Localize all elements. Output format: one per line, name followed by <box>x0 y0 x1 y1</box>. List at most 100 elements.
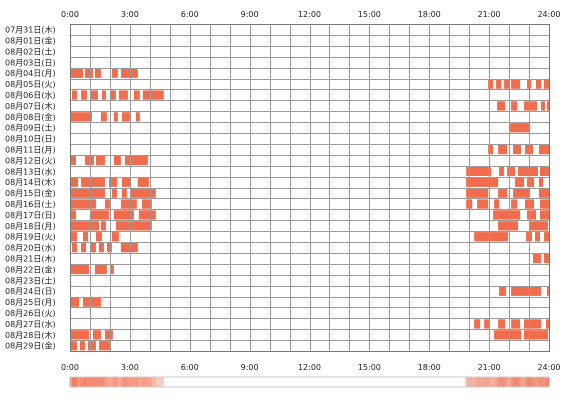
activity-span <box>515 177 525 187</box>
activity-span <box>124 155 148 166</box>
activity-span <box>113 112 118 122</box>
summary-bar-slice <box>79 377 83 387</box>
chart-grid <box>70 24 550 352</box>
summary-bar-slice <box>483 377 486 387</box>
row-label: 08月07日(木) <box>5 101 56 111</box>
row-label: 08月18日(月) <box>5 222 56 231</box>
summary-bar-slice <box>103 377 107 387</box>
summary-bar-slice <box>153 377 157 387</box>
summary-bar-slice <box>141 377 145 387</box>
activity-span <box>539 188 549 198</box>
summary-bar-slice <box>505 377 508 387</box>
activity-span <box>546 319 549 329</box>
activity-span <box>70 341 77 351</box>
summary-bar-slice <box>105 377 109 387</box>
summary-bar-slice <box>525 377 528 387</box>
activity-span <box>106 243 112 253</box>
activity-span <box>518 166 539 176</box>
x-tick-label-bottom: 18:00 <box>418 363 441 372</box>
x-tick-label: 24:00 <box>537 10 560 19</box>
row-label: 08月11日(月) <box>5 146 56 155</box>
activity-span <box>511 101 518 111</box>
activity-span <box>539 177 544 187</box>
x-tick-label-bottom: 3:00 <box>121 363 139 372</box>
row-label: 08月08日(金) <box>5 112 56 122</box>
summary-bar-slice <box>465 377 468 387</box>
activity-span <box>142 90 164 100</box>
row-label: 08月09日(土) <box>5 123 56 133</box>
summary-bar-slice <box>479 377 482 387</box>
activity-span <box>80 243 86 253</box>
x-tick-label: 18:00 <box>418 10 441 19</box>
activity-span <box>535 232 541 242</box>
activity-span <box>90 90 98 100</box>
x-tick-label-bottom: 0:00 <box>61 363 79 372</box>
row-label: 08月04日(月) <box>5 69 56 78</box>
activity-span <box>95 155 105 166</box>
summary-bar-slice <box>509 377 512 387</box>
summary-bar-slice <box>537 377 540 387</box>
x-tick-label: 3:00 <box>121 10 139 19</box>
summary-bar-slice <box>125 377 129 387</box>
summary-bar-slice <box>109 377 113 387</box>
activity-span <box>121 177 131 187</box>
activity-span <box>494 330 522 340</box>
activity-span <box>138 210 156 220</box>
activity-span <box>529 221 549 231</box>
x-tick-label-bottom: 15:00 <box>358 363 381 372</box>
activity-span <box>533 253 542 264</box>
activity-span <box>511 199 518 209</box>
activity-span <box>111 188 117 198</box>
activity-span <box>95 232 102 242</box>
row-label: 08月06日(水) <box>5 90 56 100</box>
row-label: 08月01日(金) <box>5 36 56 46</box>
activity-span <box>513 144 522 155</box>
activity-span <box>70 112 92 122</box>
activity-span <box>90 243 96 253</box>
summary-bar-slice <box>113 377 117 387</box>
activity-span <box>141 199 152 209</box>
row-label: 08月27日(水) <box>5 319 56 329</box>
summary-bar-slice <box>93 377 97 387</box>
summary-bar-slice <box>119 377 123 387</box>
summary-bar-slice <box>515 377 518 387</box>
activity-span <box>477 199 489 209</box>
summary-bar-slice <box>147 377 151 387</box>
x-tick-label: 15:00 <box>358 10 381 19</box>
activity-span <box>80 177 105 187</box>
activity-span <box>101 90 106 100</box>
activity-span <box>504 79 510 89</box>
summary-bar-slice <box>133 377 137 387</box>
activity-span <box>540 166 549 176</box>
activity-span <box>120 243 138 253</box>
activity-span <box>87 341 96 351</box>
summary-bar-slice <box>145 377 149 387</box>
row-label: 08月22日(金) <box>5 264 56 274</box>
activity-span <box>507 166 516 176</box>
summary-bar-slice <box>481 377 484 387</box>
activity-span <box>84 68 93 78</box>
row-label: 08月05日(火) <box>5 80 56 89</box>
summary-bar-slice <box>499 377 502 387</box>
summary-bar-slice <box>91 377 95 387</box>
activity-span <box>466 188 489 198</box>
summary-bar-slice <box>111 377 115 387</box>
activity-span <box>536 79 542 89</box>
summary-bar-slice <box>511 377 514 387</box>
activity-span <box>484 319 490 329</box>
activity-span <box>540 199 549 209</box>
row-label: 08月29日(金) <box>5 341 56 351</box>
summary-bar-slice <box>97 377 101 387</box>
activity-span <box>474 232 509 242</box>
summary-bar-slice <box>129 377 133 387</box>
summary-bar-slice <box>521 377 524 387</box>
summary-bar-slice <box>161 377 165 387</box>
summary-bar-slice <box>85 377 89 387</box>
activity-span <box>98 243 104 253</box>
summary-bar-slice <box>529 377 532 387</box>
row-label: 08月03日(日) <box>5 58 56 67</box>
activity-span <box>113 210 134 220</box>
activity-span <box>120 68 138 78</box>
summary-bar-slice <box>519 377 522 387</box>
row-label: 08月21日(木) <box>5 254 56 264</box>
